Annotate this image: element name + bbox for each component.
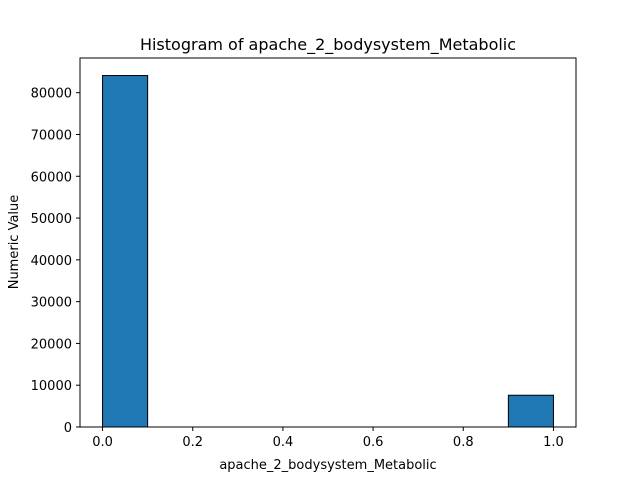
y-tick-label: 60000 [31, 170, 72, 185]
y-tick-label: 70000 [31, 128, 72, 143]
y-tick-label: 40000 [31, 254, 72, 269]
y-tick-label: 30000 [31, 296, 72, 311]
y-tick-label: 50000 [31, 212, 72, 227]
y-tick-label: 20000 [31, 337, 72, 352]
x-tick-label: 0.8 [453, 435, 474, 450]
bars-group [102, 75, 554, 428]
y-axis-ticks: 0 10000 20000 30000 40000 50000 60000 70000 8000… [31, 87, 80, 436]
y-tick-label: 0 [64, 421, 72, 436]
x-tick-label: 0.6 [363, 435, 384, 450]
y-tick-label: 10000 [31, 379, 72, 394]
chart-title: Histogram of apache_2_bodysystem_Metabol… [140, 35, 516, 55]
plot-frame [79, 57, 577, 428]
histogram-bar-9 [507, 394, 554, 428]
x-tick-label: 0.4 [273, 435, 294, 450]
y-axis-label: Numeric Value [7, 195, 22, 290]
x-tick-label: 0.0 [92, 435, 113, 450]
histogram-bar-0 [102, 75, 149, 428]
y-tick-label: 80000 [31, 87, 72, 102]
x-tick-label: 1.0 [543, 435, 564, 450]
x-tick-label: 0.2 [182, 435, 203, 450]
x-axis-label: apache_2_bodysystem_Metabolic [219, 458, 436, 473]
x-axis-ticks: 0.0 0.2 0.4 0.6 0.8 1.0 [92, 427, 564, 450]
